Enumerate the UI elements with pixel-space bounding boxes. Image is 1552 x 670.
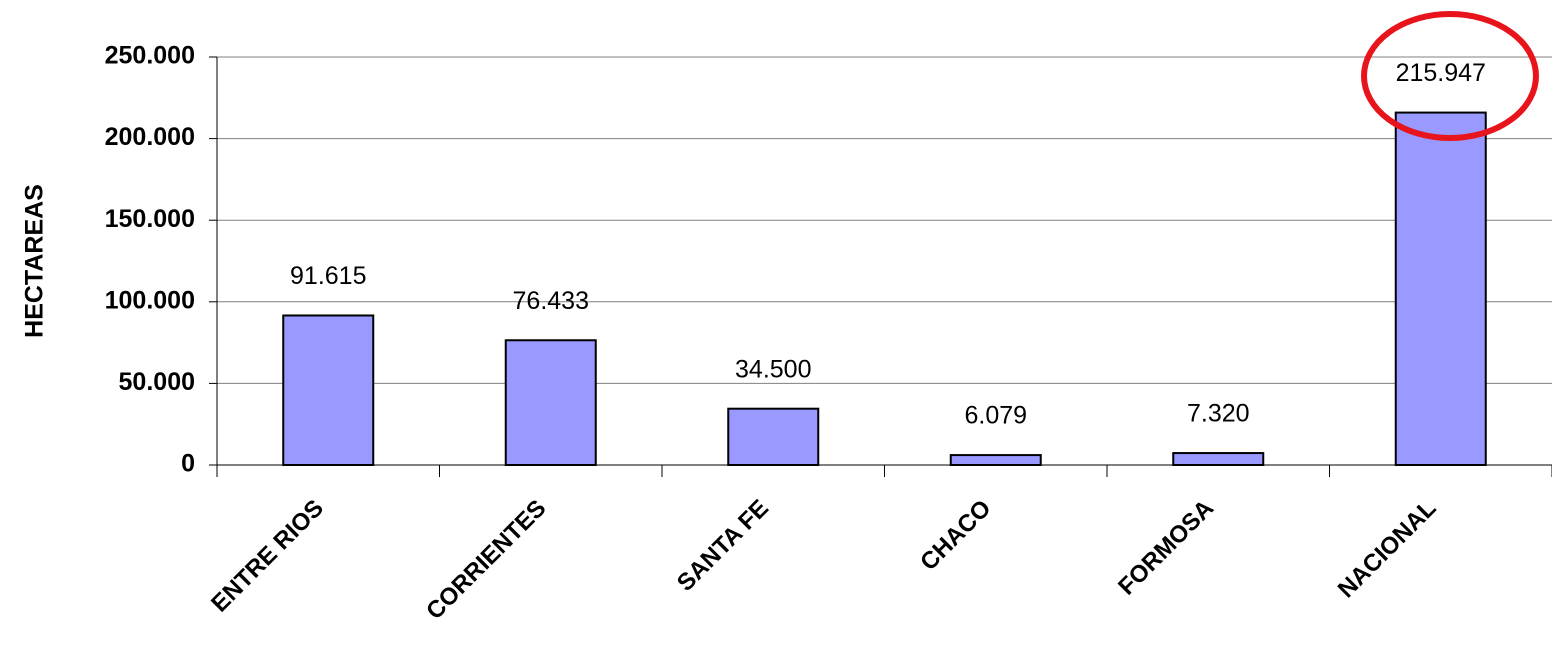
value-label: 215.947 bbox=[1396, 59, 1486, 87]
bar bbox=[282, 314, 375, 466]
y-axis-label: HECTAREAS bbox=[21, 184, 49, 338]
value-label: 7.320 bbox=[1187, 400, 1250, 428]
y-tick-label: 150.000 bbox=[105, 205, 195, 233]
bar bbox=[1172, 452, 1265, 467]
y-tick-label: 200.000 bbox=[105, 123, 195, 151]
x-tick-label: FORMOSA bbox=[1113, 495, 1219, 601]
value-label: 34.500 bbox=[735, 355, 811, 383]
x-tick-label: ENTRE RIOS bbox=[206, 495, 329, 618]
value-label: 6.079 bbox=[964, 402, 1027, 430]
y-tick-label: 250.000 bbox=[105, 42, 195, 70]
highlight-circle bbox=[1361, 11, 1539, 141]
value-label: 76.433 bbox=[513, 287, 589, 315]
bar bbox=[727, 407, 820, 467]
x-tick-label: CORRIENTES bbox=[421, 495, 551, 625]
x-tick-label: SANTA FE bbox=[672, 495, 774, 597]
x-tick-label: CHACO bbox=[915, 495, 996, 576]
x-tick-label: NACIONAL bbox=[1333, 495, 1442, 604]
bar bbox=[504, 339, 597, 467]
value-label: 91.615 bbox=[290, 262, 366, 290]
y-tick-label: 50.000 bbox=[119, 368, 195, 396]
bar bbox=[949, 454, 1042, 466]
y-tick-label: 0 bbox=[181, 450, 195, 478]
y-tick-label: 100.000 bbox=[105, 286, 195, 314]
bar bbox=[1394, 111, 1487, 466]
